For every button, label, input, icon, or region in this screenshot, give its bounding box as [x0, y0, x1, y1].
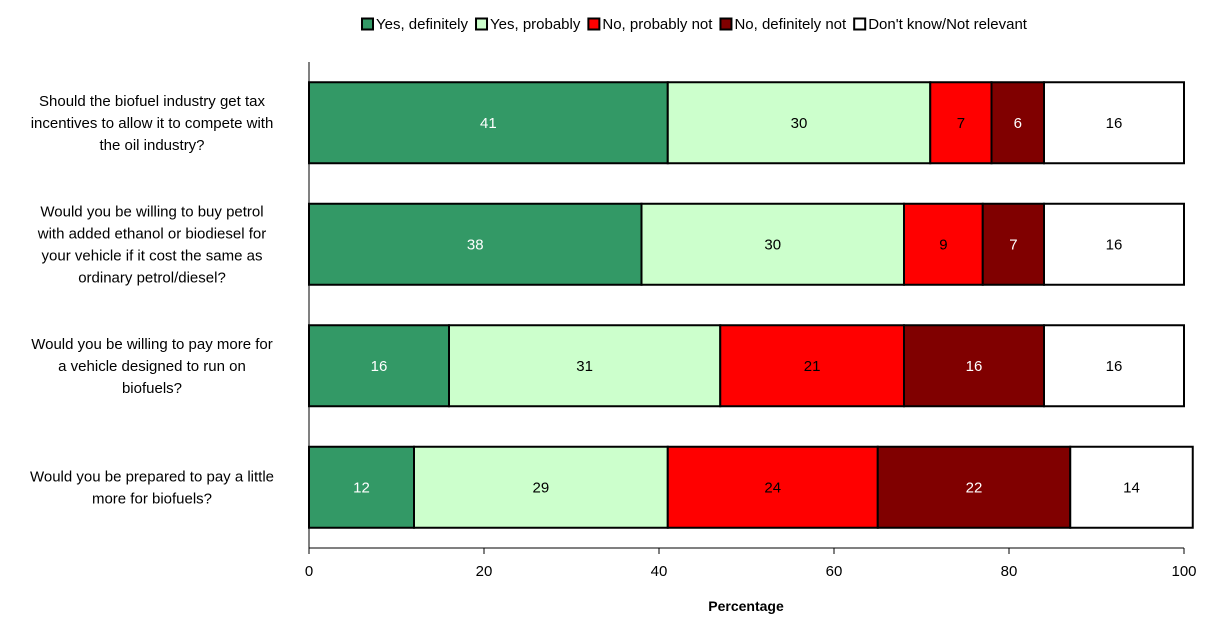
bar-segment — [1043, 324, 1185, 408]
data-label: 7 — [1009, 236, 1017, 253]
bar-segment — [876, 445, 1072, 529]
bar-segment — [903, 202, 984, 286]
legend: Yes, definitely Yes, probably No, probably… — [361, 16, 1028, 33]
bar-segment — [666, 81, 932, 165]
bar-segment — [1043, 202, 1185, 286]
legend-entry: Don't know/Not relevant — [868, 16, 1028, 33]
legend-entry: Yes, definitely — [376, 16, 469, 33]
category-label: Would you be willing to pay more for a ve… — [31, 336, 273, 397]
data-label: 6 — [1014, 115, 1022, 132]
data-label: 16 — [966, 358, 983, 375]
legend-swatch — [475, 17, 489, 31]
bar-segment — [448, 324, 722, 408]
data-label: 29 — [533, 479, 550, 496]
data-label: 14 — [1123, 479, 1140, 496]
bar-segment — [981, 202, 1045, 286]
bar-segment — [640, 202, 905, 286]
bar-segment — [719, 324, 905, 408]
legend-entry: Yes, probably — [490, 16, 581, 33]
category-label: Would you be willing to buy petrol with a… — [37, 203, 267, 286]
x-tick-label: 40 — [651, 563, 668, 580]
data-label: 31 — [576, 358, 593, 375]
data-label: 21 — [804, 358, 821, 375]
x-axis-title: Percentage — [708, 598, 784, 614]
bar-segment — [929, 81, 993, 165]
x-tick-label: 80 — [1001, 563, 1018, 580]
x-tick-label: 0 — [305, 563, 313, 580]
x-tick-label: 100 — [1171, 563, 1196, 580]
data-label: 7 — [957, 115, 965, 132]
data-label: 38 — [467, 236, 484, 253]
data-label: 22 — [966, 479, 983, 496]
data-label: 16 — [1106, 236, 1123, 253]
x-axis: 0 20 40 60 80 100 — [305, 62, 1197, 580]
x-tick-label: 20 — [476, 563, 493, 580]
data-label: 9 — [939, 236, 947, 253]
data-label: 16 — [1106, 115, 1123, 132]
data-label: 12 — [353, 479, 370, 496]
legend-entry: No, probably not — [602, 16, 713, 33]
data-label: 30 — [791, 115, 808, 132]
bar-segment — [666, 445, 879, 529]
legend-swatch — [719, 17, 733, 31]
legend-entry: No, definitely not — [734, 16, 847, 33]
bar-segment — [1069, 445, 1194, 529]
bar-segment — [903, 324, 1045, 408]
category-labels: Should the biofuel industry get tax incen… — [30, 93, 274, 508]
x-tick-label: 60 — [826, 563, 843, 580]
category-label: Should the biofuel industry get tax incen… — [31, 93, 274, 154]
bar-segment — [308, 81, 669, 165]
data-label: 30 — [764, 236, 781, 253]
plot-area: 41 30 7 6 16 38 30 9 7 16 16 31 21 16 16 12 29 24 22 14 — [308, 81, 1194, 529]
data-label: 16 — [371, 358, 388, 375]
category-label: Would you be prepared to pay a little mor… — [30, 468, 274, 507]
data-label: 41 — [480, 115, 497, 132]
bar-segment — [1043, 81, 1185, 165]
legend-swatch — [361, 17, 374, 31]
legend-swatch — [853, 17, 867, 31]
data-label: 16 — [1106, 358, 1123, 375]
bar-segment — [413, 445, 669, 529]
legend-swatch — [587, 17, 601, 31]
data-label: 24 — [764, 479, 781, 496]
